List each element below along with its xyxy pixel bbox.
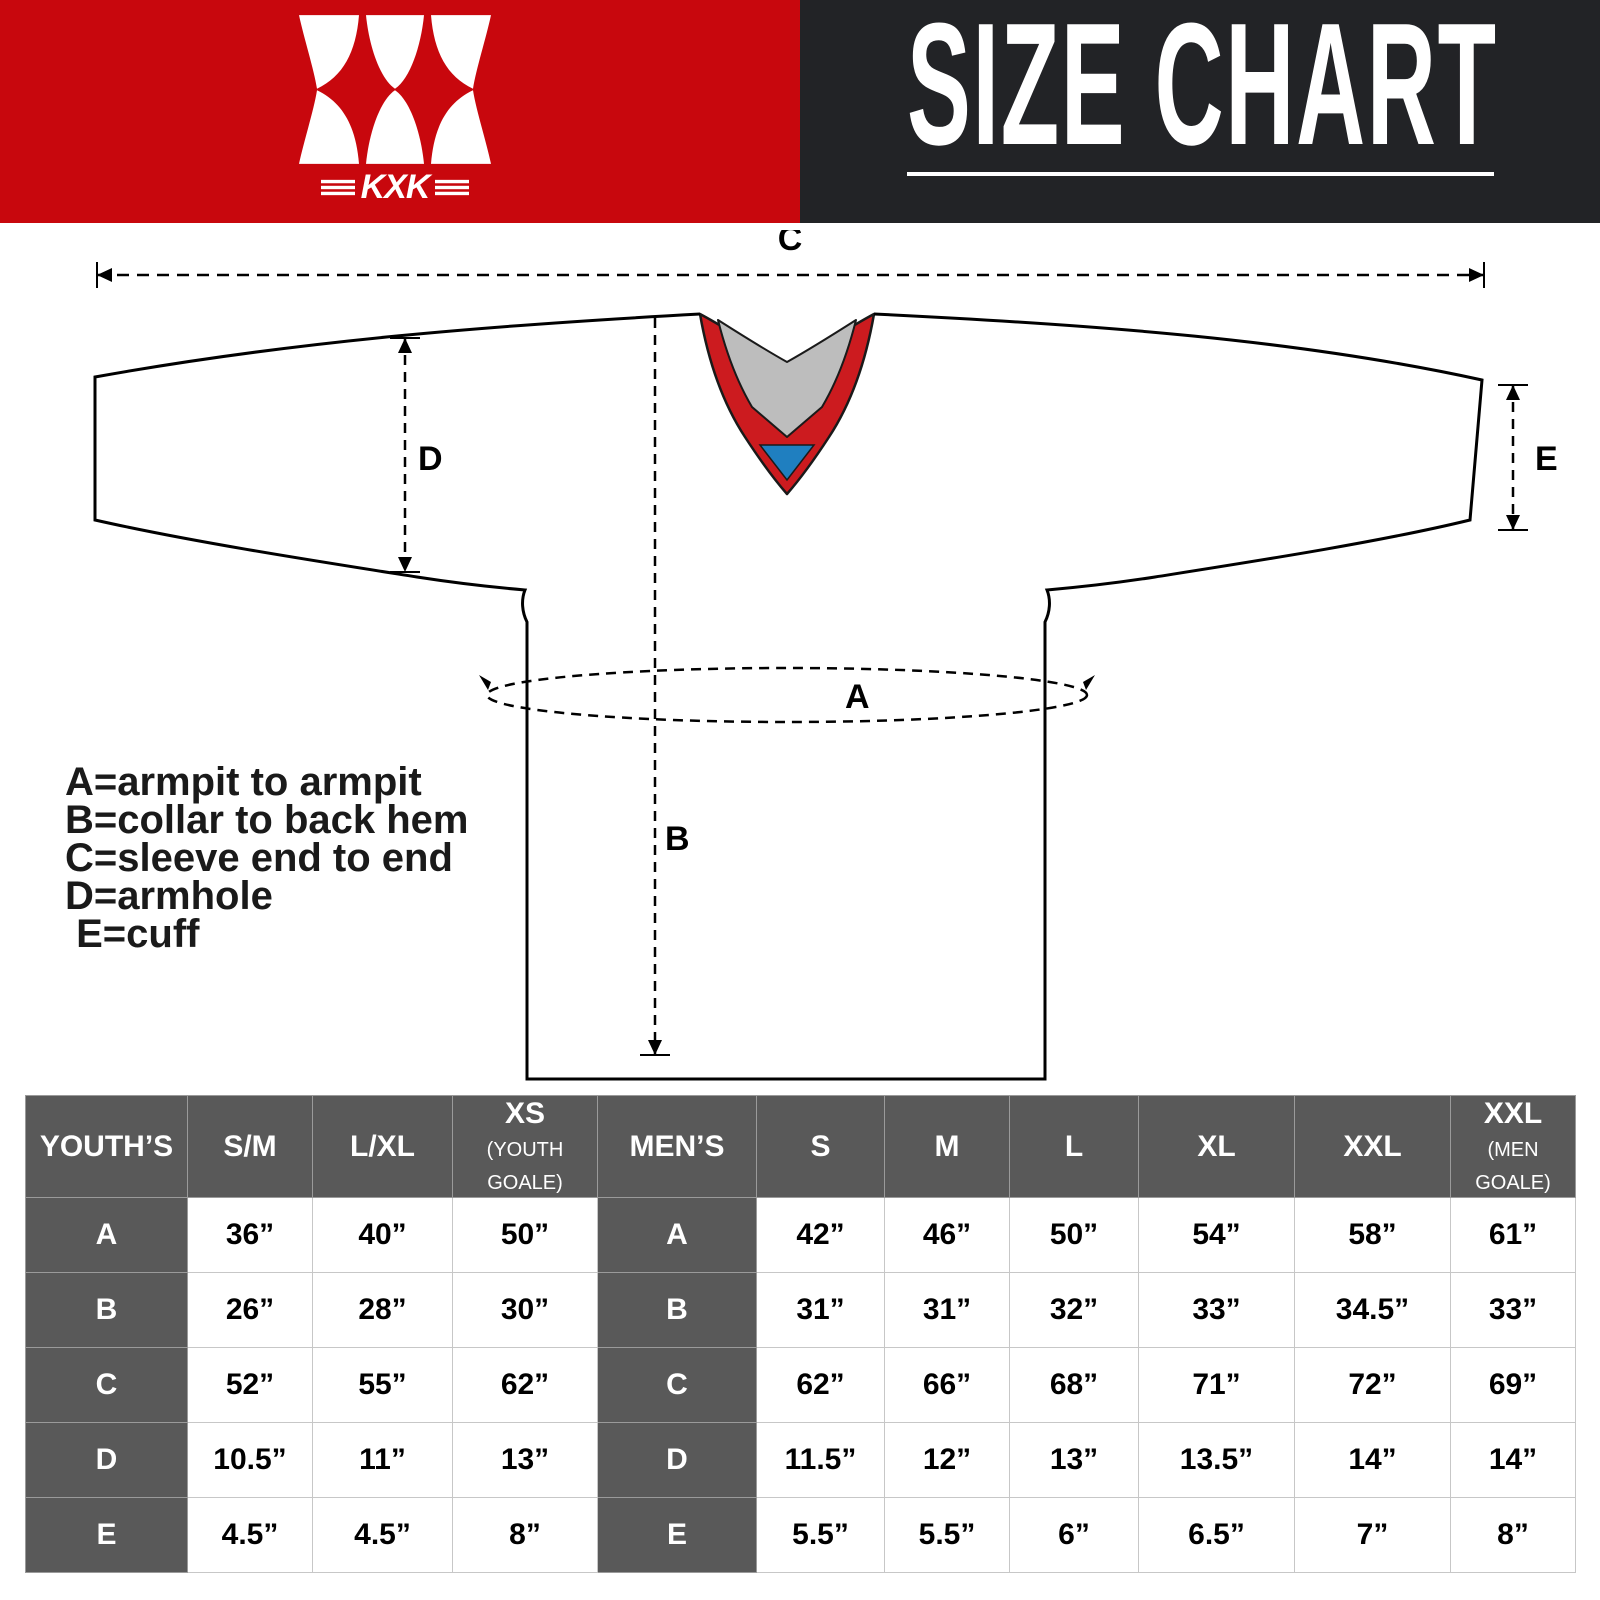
svg-text:B: B <box>665 820 690 858</box>
svg-text:D: D <box>418 440 443 478</box>
svg-text:C: C <box>778 230 803 258</box>
svg-text:A: A <box>845 678 870 716</box>
svg-text:E: E <box>1535 440 1558 478</box>
